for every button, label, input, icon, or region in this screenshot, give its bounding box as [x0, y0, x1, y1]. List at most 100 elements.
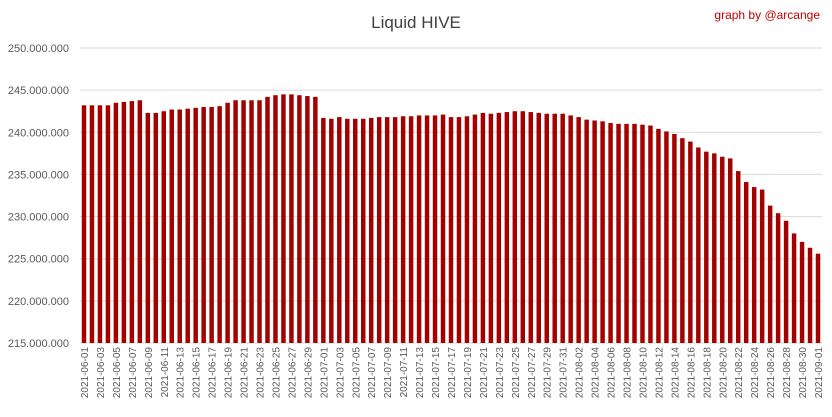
x-tick-label: 2021-06-29 [303, 347, 314, 399]
x-tick-label: 2021-08-02 [575, 347, 586, 399]
bar [456, 117, 462, 343]
bar [113, 102, 119, 343]
bar [297, 95, 302, 343]
bar [392, 117, 398, 343]
chart-credit: graph by @arcange [714, 8, 820, 22]
bar [440, 114, 446, 343]
bar [536, 112, 541, 344]
bar [161, 111, 167, 344]
x-tick-label: 2021-06-21 [240, 347, 251, 399]
bar [321, 117, 326, 344]
x-tick-label: 2021-07-05 [351, 347, 362, 399]
x-tick-label: 2021-07-17 [447, 347, 458, 399]
bar [735, 171, 741, 343]
x-tick-label: 2021-07-09 [383, 347, 394, 399]
x-tick-label: 2021-07-19 [463, 347, 474, 399]
x-tick-label: 2021-07-07 [367, 347, 378, 399]
bar [472, 114, 478, 343]
bar [480, 112, 486, 344]
x-tick-label: 2021-06-15 [192, 347, 203, 399]
x-tick-label: 2021-08-12 [654, 347, 665, 399]
x-tick-label: 2021-08-28 [782, 347, 793, 399]
x-axis-ticks: 2021-06-01 2021-06-03 2021-06-05 2021-06-07… [80, 347, 825, 399]
bar [233, 100, 238, 343]
bar [289, 94, 294, 343]
bar [616, 123, 621, 343]
x-tick-label: 2021-06-25 [271, 347, 282, 399]
bar [408, 116, 414, 344]
bar [544, 113, 549, 344]
bar [273, 95, 278, 343]
bar [153, 112, 159, 344]
bar [712, 153, 717, 343]
x-tick-label: 2021-08-22 [734, 347, 745, 399]
bar [464, 116, 470, 344]
bar [177, 109, 182, 343]
bar [185, 108, 190, 343]
bar [560, 113, 565, 344]
bar [552, 113, 557, 344]
x-tick-label: 2021-08-16 [686, 347, 697, 399]
x-tick-label: 2021-07-27 [527, 347, 538, 399]
bar [704, 151, 709, 343]
bar [672, 133, 677, 343]
bars [81, 94, 821, 344]
x-tick-label: 2021-06-01 [80, 347, 91, 399]
x-tick-label: 2021-08-08 [623, 347, 634, 399]
x-tick-label: 2021-09-01 [814, 347, 825, 399]
x-tick-label: 2021-08-06 [607, 347, 618, 399]
bar [105, 105, 111, 343]
bar [568, 115, 573, 344]
x-tick-label: 2021-06-07 [128, 347, 139, 399]
x-tick-label: 2021-08-04 [591, 347, 602, 399]
x-tick-label: 2021-06-27 [287, 347, 298, 399]
bar [600, 121, 605, 343]
y-axis-ticks: 215.000.000 220.000.000 225.000.000 230.000… [8, 43, 69, 350]
bar [241, 100, 246, 343]
y-tick-label: 220.000.000 [8, 296, 69, 308]
bar [121, 101, 127, 343]
bar [759, 189, 765, 343]
bar [815, 253, 821, 343]
x-tick-label: 2021-08-30 [798, 347, 809, 399]
bar [217, 106, 222, 343]
bar [592, 120, 597, 344]
bar [576, 117, 581, 343]
bar [400, 116, 406, 344]
x-tick-label: 2021-07-23 [495, 347, 506, 399]
y-tick-label: 240.000.000 [8, 127, 69, 139]
bar [97, 105, 103, 343]
bar [640, 124, 645, 343]
y-tick-label: 215.000.000 [8, 338, 69, 350]
bar [696, 147, 701, 343]
x-tick-label: 2021-07-25 [511, 347, 522, 399]
bar [361, 118, 366, 343]
x-tick-label: 2021-07-11 [399, 347, 410, 398]
bar [728, 158, 733, 343]
x-tick-label: 2021-07-29 [543, 347, 554, 399]
bar [432, 115, 438, 344]
bar [584, 119, 589, 343]
x-tick-label: 2021-06-05 [112, 347, 123, 399]
bar [496, 112, 502, 344]
y-tick-label: 225.000.000 [8, 254, 69, 266]
bar [376, 117, 382, 343]
bar [807, 247, 813, 343]
x-tick-label: 2021-08-24 [750, 347, 761, 399]
bar [775, 213, 781, 343]
bar [799, 241, 805, 343]
bar [281, 94, 286, 343]
bar [767, 205, 773, 343]
bar [201, 107, 206, 343]
bar [648, 125, 653, 343]
bar [313, 96, 318, 343]
x-tick-label: 2021-07-03 [335, 347, 346, 399]
x-tick-label: 2021-07-13 [415, 347, 426, 399]
x-tick-label: 2021-07-01 [319, 347, 330, 399]
bar [353, 118, 358, 343]
bar [512, 111, 518, 344]
x-tick-label: 2021-06-03 [96, 347, 107, 399]
bar [743, 182, 749, 343]
bar [209, 107, 214, 343]
